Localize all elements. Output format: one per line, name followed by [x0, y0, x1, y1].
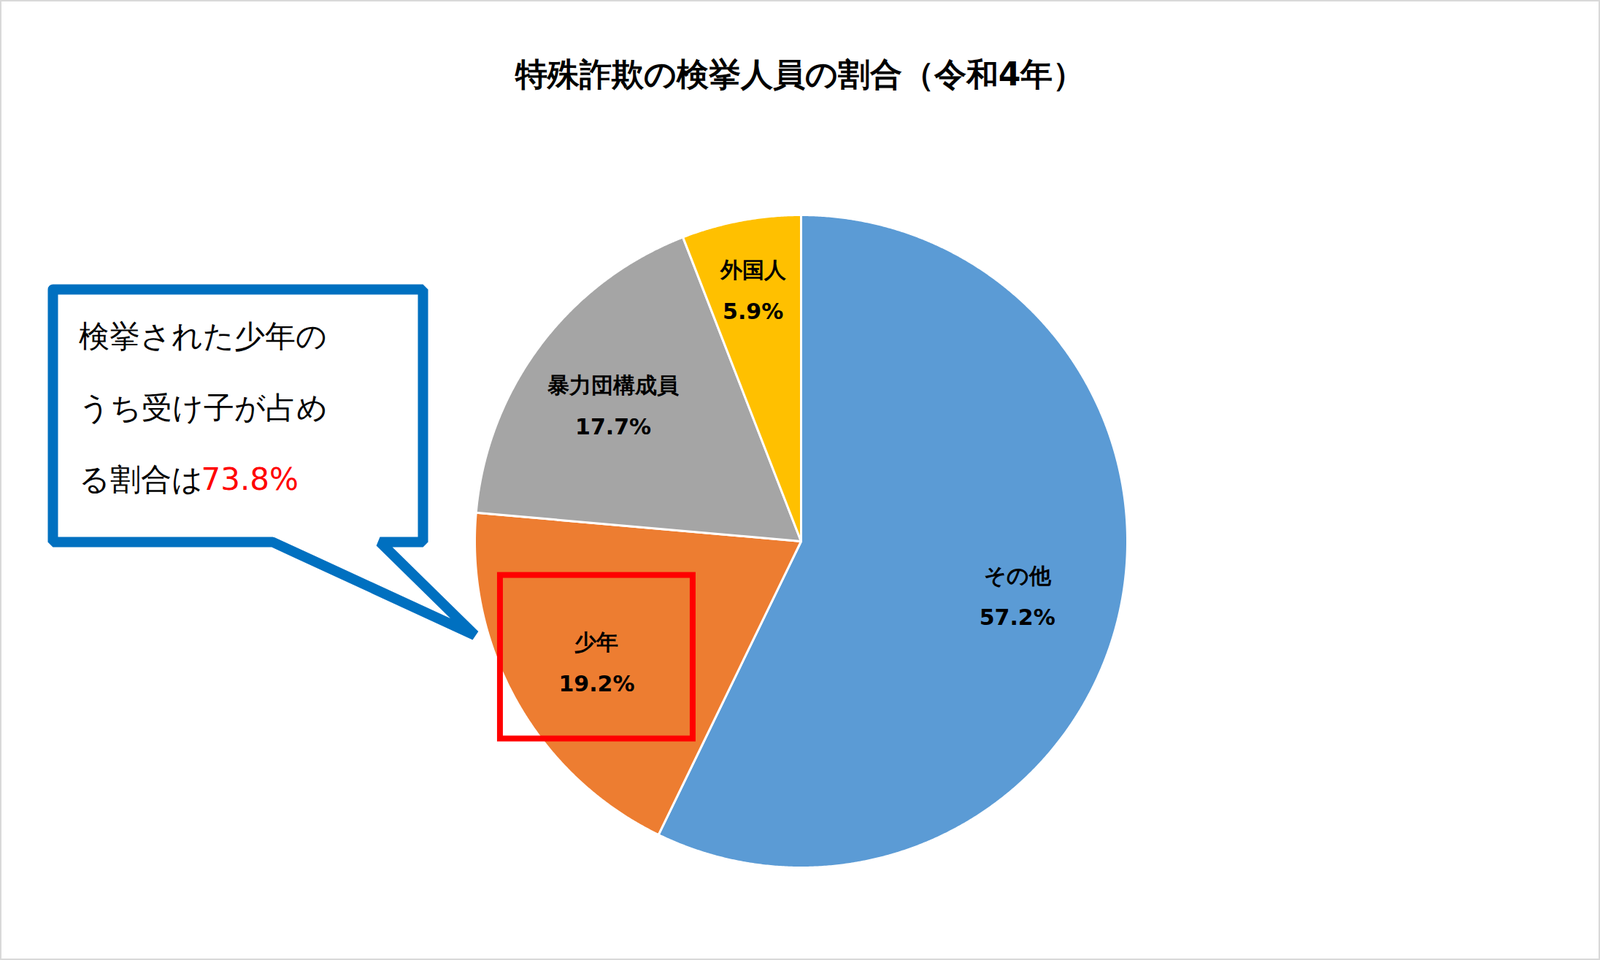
svg-text:検挙された少年の: 検挙された少年の [78, 318, 328, 355]
svg-text:る割合は: る割合は [78, 461, 203, 498]
svg-text:外国人5.9%: 外国人5.9% [719, 256, 787, 325]
svg-text:うち受け子が占め: うち受け子が占め [78, 389, 328, 426]
svg-text:その他57.2%: その他57.2% [979, 562, 1056, 630]
svg-text:少年19.2%: 少年19.2% [558, 629, 635, 697]
svg-text:暴力団構成員17.7%: 暴力団構成員17.7% [546, 372, 679, 440]
svg-text:73.8%: 73.8% [201, 461, 299, 498]
html-text:特殊詐欺の検挙人員の割合（令和4年）: 特殊詐欺の検挙人員の割合（令和4年） [515, 55, 1085, 93]
